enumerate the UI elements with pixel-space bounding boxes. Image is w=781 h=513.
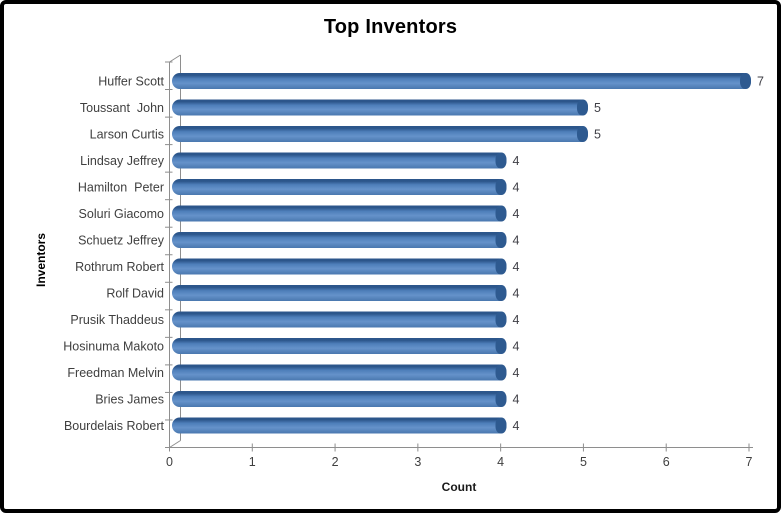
x-tick-label: 3 xyxy=(414,455,421,469)
bar xyxy=(172,258,507,275)
bar xyxy=(172,99,588,116)
category-label: Soluri Giacomo xyxy=(79,207,164,221)
bar-value-label: 7 xyxy=(757,75,764,89)
bar-end-cap xyxy=(495,152,507,169)
bar-end-cap xyxy=(495,417,507,434)
depth-top-line xyxy=(169,54,181,63)
bar-end-cap xyxy=(495,205,507,222)
x-tick-label: 0 xyxy=(166,455,173,469)
category-label: Huffer Scott xyxy=(98,75,164,89)
bar xyxy=(172,152,507,169)
x-tick-label: 4 xyxy=(497,455,504,469)
bar xyxy=(172,338,507,354)
bar-end-cap xyxy=(740,73,751,89)
bar-value-label: 5 xyxy=(594,128,601,142)
bar-end-cap xyxy=(495,338,507,354)
bar-value-label: 4 xyxy=(513,366,520,380)
bar-value-label: 4 xyxy=(513,287,520,301)
category-label: Hosinuma Makoto xyxy=(63,340,164,354)
category-label: Freedman Melvin xyxy=(67,366,164,380)
bar-value-label: 4 xyxy=(513,393,520,407)
bar-end-cap xyxy=(577,126,588,142)
x-tick-label: 2 xyxy=(332,455,339,469)
bar-value-label: 4 xyxy=(513,234,520,248)
bar xyxy=(172,285,507,301)
x-axis-title: Count xyxy=(441,480,477,494)
category-label: Rolf David xyxy=(106,287,164,301)
bar xyxy=(172,417,507,434)
depth-bottom-line xyxy=(169,440,181,448)
bar xyxy=(172,232,507,248)
bar xyxy=(172,391,507,407)
x-tick-label: 7 xyxy=(746,455,753,469)
category-label: Hamilton Peter xyxy=(78,181,164,195)
bar xyxy=(172,364,507,381)
bar xyxy=(172,311,507,328)
bar-value-label: 4 xyxy=(513,154,520,168)
category-label: Toussant John xyxy=(80,101,164,115)
bar-value-label: 4 xyxy=(513,340,520,354)
bar-end-cap xyxy=(495,391,507,407)
bar-value-label: 4 xyxy=(513,313,520,327)
chart-title: Top Inventors xyxy=(323,16,458,38)
category-label: Larson Curtis xyxy=(90,128,164,142)
x-tick-label: 5 xyxy=(580,455,587,469)
bar-value-label: 4 xyxy=(513,207,520,221)
bar-end-cap xyxy=(495,311,507,328)
category-label: Bries James xyxy=(95,393,164,407)
category-label: Bourdelais Robert xyxy=(64,419,165,433)
bar-end-cap xyxy=(495,364,507,381)
bar-end-cap xyxy=(577,99,588,116)
category-label: Lindsay Jeffrey xyxy=(80,154,165,168)
bar-end-cap xyxy=(495,179,507,195)
bar xyxy=(172,205,507,222)
x-tick-label: 1 xyxy=(249,455,256,469)
bar xyxy=(172,179,507,195)
bar xyxy=(172,73,751,89)
x-tick-label: 6 xyxy=(663,455,670,469)
bar-end-cap xyxy=(495,258,507,275)
bar xyxy=(172,126,588,142)
category-label: Rothrum Robert xyxy=(75,260,164,274)
bar-end-cap xyxy=(495,285,507,301)
category-label: Prusik Thaddeus xyxy=(70,313,164,327)
plot-area: 0 1 2 3 4 5 6 7 7 Huffer Scott 5 Toussant John 5 Lars… xyxy=(63,54,764,469)
bar-value-label: 4 xyxy=(513,260,520,274)
category-label: Schuetz Jeffrey xyxy=(78,234,165,248)
bar-value-label: 4 xyxy=(513,181,520,195)
bar-value-label: 4 xyxy=(513,419,520,433)
bar-end-cap xyxy=(495,232,507,248)
bar-value-label: 5 xyxy=(594,101,601,115)
